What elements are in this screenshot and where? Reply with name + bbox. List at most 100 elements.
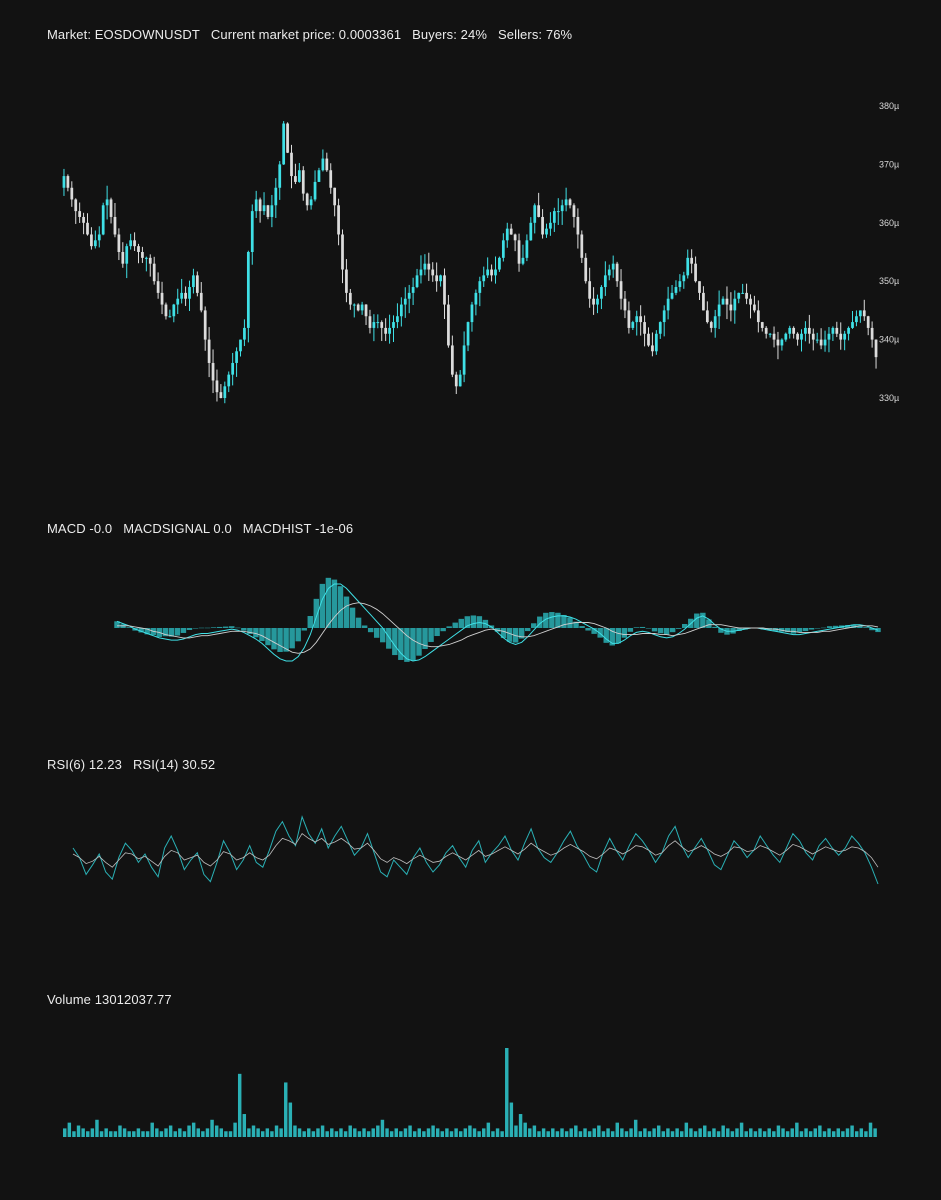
volume-bar xyxy=(330,1128,334,1137)
macd-hist-bar xyxy=(307,616,313,628)
volume-bar xyxy=(689,1128,693,1137)
candle-body xyxy=(90,234,93,247)
volume-bar xyxy=(168,1125,173,1137)
volume-bar xyxy=(251,1125,256,1137)
volume-bar xyxy=(302,1131,306,1137)
macd-hist-bar xyxy=(386,628,392,649)
volume-bar xyxy=(380,1119,385,1137)
volume-bar xyxy=(468,1125,472,1137)
candle-body xyxy=(227,374,231,387)
macd-hist-bar xyxy=(833,625,839,628)
candle-body xyxy=(580,234,584,258)
candle-body xyxy=(78,211,82,217)
macd-hist-bar xyxy=(730,628,736,634)
candle-body xyxy=(309,199,313,206)
candle-body xyxy=(702,292,705,311)
volume-header: Volume 13012037.77 xyxy=(47,992,183,1007)
macd-hist-bar xyxy=(337,586,344,628)
volume-bar xyxy=(541,1128,546,1137)
macd-hist-bar xyxy=(524,628,531,632)
volume-bar xyxy=(624,1131,629,1137)
candle-body xyxy=(698,281,701,293)
candle-body xyxy=(93,240,97,247)
candle-body xyxy=(509,228,513,235)
macd-hist-bar xyxy=(712,626,718,628)
candle-body xyxy=(831,327,835,334)
candle-body xyxy=(305,193,309,206)
macd-hist-bar xyxy=(174,628,181,636)
volume-bar xyxy=(583,1128,587,1137)
candle-body xyxy=(600,287,603,299)
macd-signal-value: MACDSIGNAL 0.0 xyxy=(123,521,232,536)
candle-body xyxy=(556,211,560,213)
candle-body xyxy=(254,199,258,212)
sellers-info: Sellers: 76% xyxy=(497,27,573,42)
candle-body xyxy=(517,240,521,264)
candle-body xyxy=(345,269,348,293)
volume-bar xyxy=(122,1128,127,1137)
volume-bar xyxy=(403,1128,408,1137)
candle-body xyxy=(172,304,176,317)
volume-bar xyxy=(426,1128,431,1137)
candle-body xyxy=(294,176,297,182)
volume-bar xyxy=(675,1128,679,1137)
volume-bar xyxy=(795,1122,799,1137)
volume-bar xyxy=(435,1128,440,1137)
volume-bar xyxy=(357,1131,362,1137)
candle-body xyxy=(501,240,505,258)
candle-body xyxy=(666,298,670,311)
macd-hist-bar xyxy=(180,628,187,633)
candle-body xyxy=(325,158,329,171)
candle-body xyxy=(321,158,325,171)
macd-header: MACD -0.0 MACDSIGNAL 0.0 MACDHIST -1e-06 xyxy=(47,521,364,536)
candle-body xyxy=(756,310,760,323)
candle-body xyxy=(133,240,136,247)
macd-hist-bar xyxy=(627,628,634,632)
candle-body xyxy=(772,333,776,340)
candle-body xyxy=(156,281,160,293)
volume-bar xyxy=(670,1131,675,1137)
volume-bar xyxy=(366,1131,371,1137)
volume-bar xyxy=(297,1128,302,1137)
volume-bar xyxy=(412,1131,417,1137)
volume-bar xyxy=(753,1131,758,1137)
candle-body xyxy=(101,205,105,235)
candle-body xyxy=(584,257,588,282)
volume-bar xyxy=(284,1082,288,1137)
volume-bar xyxy=(509,1102,514,1137)
candle-body xyxy=(82,216,85,223)
macd-hist-bar xyxy=(295,628,301,642)
candle-body xyxy=(352,304,356,306)
macd-hist-bar xyxy=(603,628,609,643)
volume-bar xyxy=(537,1131,541,1137)
volume-bar xyxy=(555,1131,560,1137)
candle-body xyxy=(745,292,748,299)
candle-body xyxy=(800,333,803,340)
rsi6-value: RSI(6) 12.23 xyxy=(47,757,122,772)
candle-body xyxy=(619,281,623,299)
volume-bar xyxy=(615,1122,619,1137)
macd-hist-bar xyxy=(428,628,434,642)
candle-body xyxy=(658,322,662,334)
macd-hist-bar xyxy=(531,623,537,628)
candle-body xyxy=(760,322,764,328)
volume-bar xyxy=(772,1131,776,1137)
rsi6-line xyxy=(72,815,879,885)
macd-hist-bar xyxy=(247,628,253,634)
macd-hist-bar xyxy=(820,627,827,629)
candle-body xyxy=(97,234,101,241)
candle-body xyxy=(415,275,419,288)
volume-bar xyxy=(569,1128,573,1137)
candle-body xyxy=(521,257,525,264)
macd-hist-bar xyxy=(500,628,507,639)
macd-hist-bar xyxy=(253,628,259,638)
volume-bar xyxy=(804,1128,808,1137)
candle-body xyxy=(188,287,191,299)
volume-bar xyxy=(546,1131,550,1137)
candle-body xyxy=(121,252,125,264)
volume-bar xyxy=(394,1128,398,1137)
candle-body xyxy=(243,327,246,340)
volume-bar xyxy=(81,1128,85,1137)
volume-bar xyxy=(818,1125,822,1137)
